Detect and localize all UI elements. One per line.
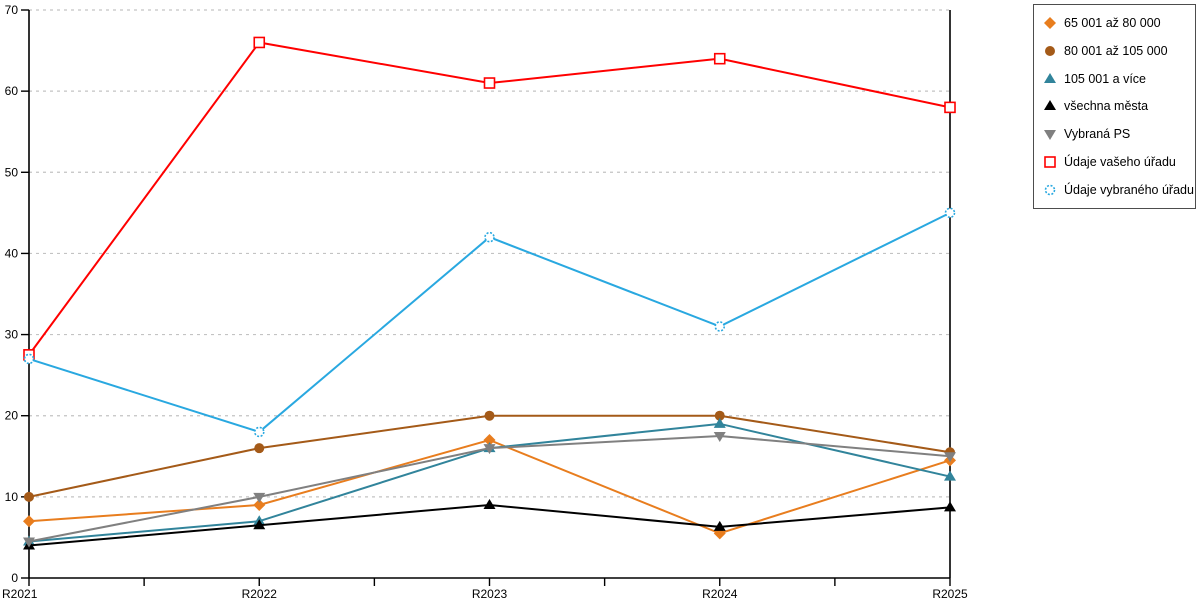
y-tick-label: 70 bbox=[5, 3, 19, 17]
legend-label: Vybraná PS bbox=[1064, 127, 1131, 142]
triangle-down-marker-icon bbox=[944, 452, 956, 463]
diamond-marker-icon bbox=[483, 434, 496, 447]
triangle-up-legend-icon bbox=[1044, 100, 1056, 111]
circle-open-marker-icon bbox=[1044, 184, 1056, 196]
square-open-marker-icon bbox=[944, 101, 956, 114]
circle-marker-icon bbox=[24, 491, 34, 502]
legend-item-6: Údaje vybraného úřadu bbox=[1043, 177, 1195, 203]
diamond-marker-icon bbox=[253, 498, 266, 511]
triangle-up-legend-icon bbox=[1044, 72, 1056, 83]
legend-item-5: Údaje vašeho úřadu bbox=[1043, 149, 1195, 175]
legend-label: všechna města bbox=[1064, 99, 1149, 114]
circle-legend-icon bbox=[1045, 45, 1055, 56]
x-tick-label: R2021 bbox=[2, 587, 38, 600]
circle-marker-icon bbox=[714, 410, 725, 421]
triangle-up-marker-icon bbox=[483, 498, 496, 509]
square-open-marker-icon bbox=[713, 52, 726, 65]
triangle-up-marker-icon bbox=[1044, 72, 1056, 83]
triangle-down-marker-icon bbox=[483, 444, 496, 455]
square-open-legend-icon bbox=[1044, 156, 1056, 168]
diamond-marker-icon bbox=[1044, 16, 1056, 29]
chart-legend: 65 001 až 80 000 80 001 až 105 000 105 001… bbox=[1033, 4, 1196, 209]
circle-marker-icon bbox=[254, 443, 265, 454]
series-line-5 bbox=[28, 41, 951, 356]
circle-open-marker-icon bbox=[714, 321, 726, 332]
legend-item-2: 105 001 a více bbox=[1043, 66, 1195, 92]
x-tick-label: R2025 bbox=[932, 587, 968, 600]
circle-open-marker-icon bbox=[23, 353, 35, 365]
circle-marker-icon bbox=[1045, 45, 1055, 56]
y-tick-label: 0 bbox=[11, 571, 18, 585]
diamond-marker-icon bbox=[23, 515, 35, 528]
diamond-legend-icon bbox=[1044, 16, 1056, 29]
triangle-up-marker-icon bbox=[944, 501, 956, 512]
y-tick-label: 20 bbox=[5, 409, 19, 423]
legend-item-4: Vybraná PS bbox=[1043, 121, 1195, 147]
triangle-up-marker-icon bbox=[253, 519, 266, 530]
circle-open-marker-icon bbox=[484, 231, 495, 243]
series-line-1 bbox=[28, 414, 951, 498]
y-tick-label: 50 bbox=[5, 165, 19, 179]
circle-open-marker-icon bbox=[944, 207, 956, 219]
x-tick-label: R2022 bbox=[242, 587, 278, 600]
triangle-up-marker-icon bbox=[713, 417, 726, 428]
legend-label: 65 001 až 80 000 bbox=[1064, 15, 1161, 30]
triangle-down-marker-icon bbox=[253, 492, 266, 503]
legend-label: 105 001 a více bbox=[1064, 71, 1147, 86]
y-tick-label: 40 bbox=[5, 246, 19, 260]
y-tick-label: 10 bbox=[5, 490, 19, 504]
triangle-down-legend-icon bbox=[1044, 130, 1056, 141]
square-open-marker-icon bbox=[483, 77, 496, 89]
triangle-up-marker-icon bbox=[944, 470, 956, 481]
legend-label: 80 001 až 105 000 bbox=[1064, 43, 1168, 58]
x-tick-label: R2024 bbox=[702, 587, 738, 600]
square-open-marker-icon bbox=[253, 36, 266, 49]
legend-item-1: 80 001 až 105 000 bbox=[1043, 38, 1195, 64]
circle-marker-icon bbox=[484, 410, 495, 421]
series-line-6 bbox=[28, 211, 951, 434]
circle-open-legend-icon bbox=[1044, 184, 1056, 196]
triangle-up-marker-icon bbox=[713, 520, 726, 531]
triangle-down-marker-icon bbox=[1044, 130, 1056, 141]
x-tick-label: R2023 bbox=[472, 587, 508, 600]
square-open-marker-icon bbox=[1044, 156, 1056, 168]
legend-label: Údaje vybraného úřadu bbox=[1064, 182, 1194, 197]
legend-item-3: všechna města bbox=[1043, 93, 1195, 119]
triangle-up-marker-icon bbox=[1044, 100, 1056, 111]
y-tick-label: 60 bbox=[5, 84, 19, 98]
triangle-down-marker-icon bbox=[23, 537, 35, 548]
circle-open-marker-icon bbox=[253, 426, 265, 438]
y-tick-label: 30 bbox=[5, 328, 19, 342]
legend-label: Údaje vašeho úřadu bbox=[1064, 155, 1176, 170]
legend-item-0: 65 001 až 80 000 bbox=[1043, 10, 1195, 36]
triangle-down-marker-icon bbox=[713, 432, 726, 442]
